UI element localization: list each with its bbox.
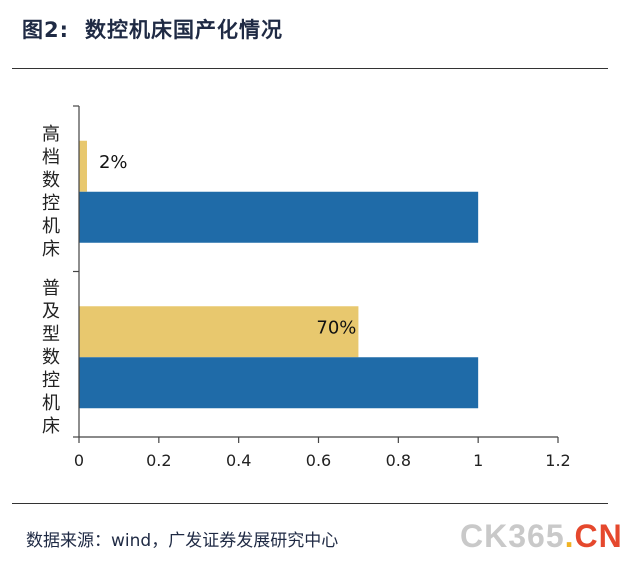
category-label-char: 高 <box>42 124 60 145</box>
bar-domestic-0 <box>79 140 87 192</box>
x-tick-label: 0.2 <box>146 451 171 470</box>
bar-total-1 <box>79 357 479 409</box>
figure-title: 图2: 数控机床国产化情况 <box>22 14 283 44</box>
category-label-char: 床 <box>42 416 60 437</box>
category-label-char: 档 <box>42 147 60 168</box>
figure-number: 图2: <box>22 18 70 42</box>
chart-title: 数控机床国产化情况 <box>85 18 284 42</box>
bar-total-0 <box>79 191 479 243</box>
category-label-char: 床 <box>42 239 60 260</box>
x-tick-label: 0.8 <box>386 451 411 470</box>
bottom-divider <box>12 503 608 504</box>
data-label: 70% <box>316 317 356 338</box>
category-label-char: 控 <box>42 193 60 214</box>
category-label-char: 数 <box>42 347 60 368</box>
x-tick-label: 1.2 <box>545 451 570 470</box>
bar-domestic-1 <box>79 306 359 358</box>
category-label-char: 及 <box>42 301 60 322</box>
category-label-char: 数 <box>42 170 60 191</box>
category-label-char: 普 <box>42 278 60 299</box>
source-note: 数据来源：wind，广发证券发展研究中心 <box>26 531 339 551</box>
category-label-char: 机 <box>42 216 60 237</box>
data-label: 2% <box>99 152 128 173</box>
category-label-char: 机 <box>42 393 60 414</box>
x-tick-label: 0.4 <box>226 451 251 470</box>
top-divider <box>12 68 608 69</box>
category-label-char: 控 <box>42 370 60 391</box>
x-tick-label: 1 <box>473 451 483 470</box>
watermark-logo: CK365.CN <box>460 518 623 554</box>
category-label-char: 型 <box>42 324 60 345</box>
x-tick-label: 0.6 <box>306 451 331 470</box>
x-tick-label: 0 <box>74 451 84 470</box>
